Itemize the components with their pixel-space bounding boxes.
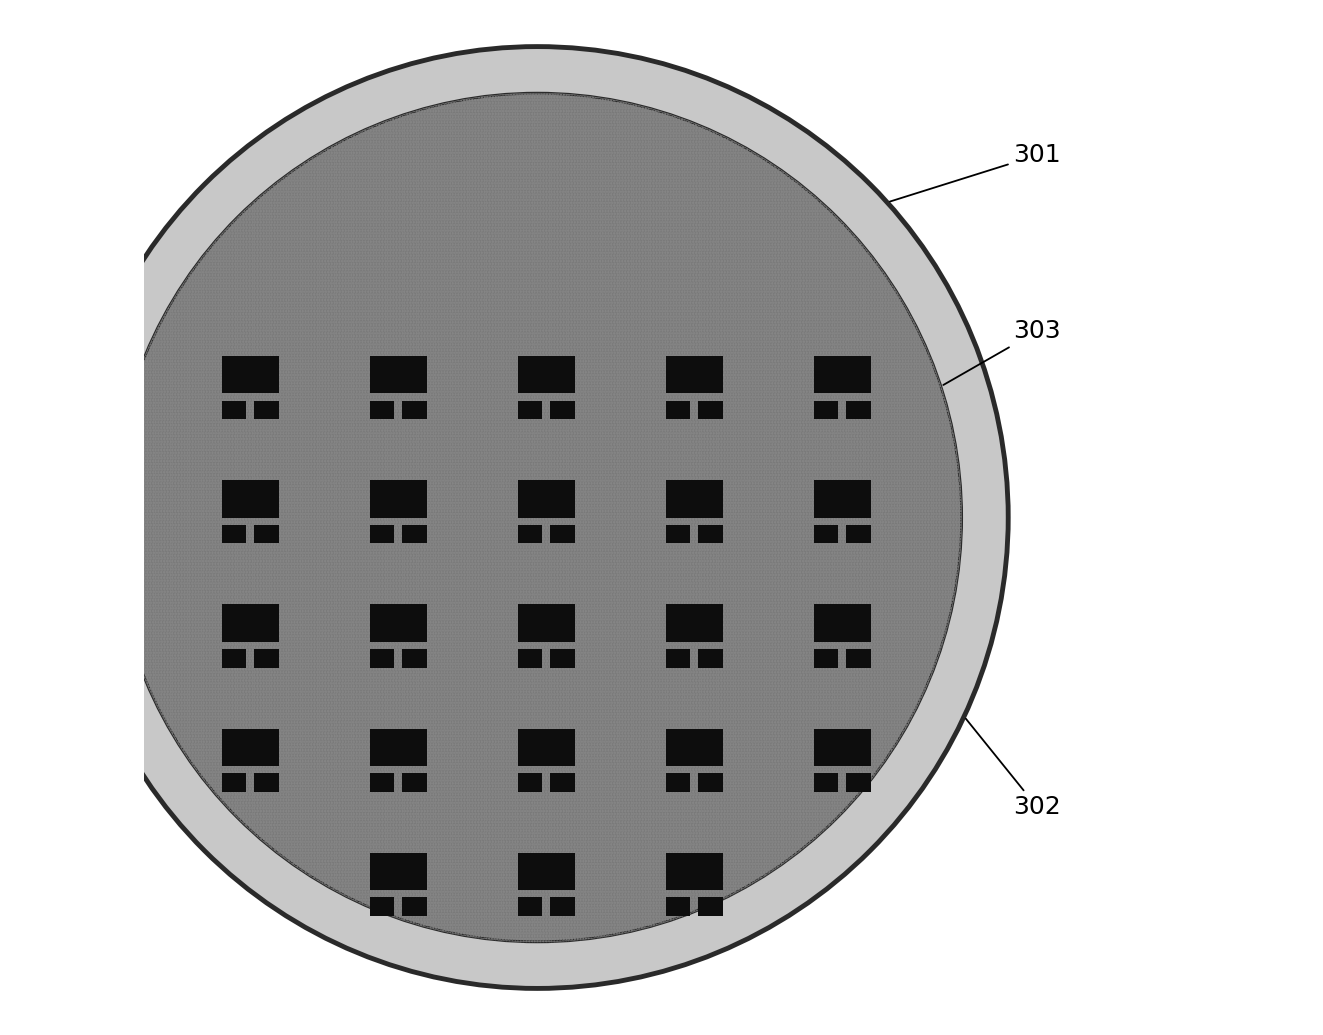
Bar <box>369 649 394 668</box>
Bar <box>665 897 691 916</box>
Bar <box>517 649 542 668</box>
Bar <box>517 853 574 890</box>
Bar <box>697 525 722 543</box>
Bar <box>665 525 691 543</box>
Bar <box>665 401 691 419</box>
Bar <box>550 401 574 419</box>
Bar <box>845 525 871 543</box>
Bar <box>665 729 722 766</box>
Bar <box>222 604 279 642</box>
Bar <box>222 356 279 393</box>
Bar <box>814 649 839 668</box>
Bar <box>665 649 691 668</box>
Bar <box>697 897 722 916</box>
Bar <box>697 649 722 668</box>
Bar <box>814 773 839 792</box>
Bar <box>517 480 574 518</box>
Bar <box>222 729 279 766</box>
Bar <box>517 356 574 393</box>
Bar <box>665 604 722 642</box>
Bar <box>369 773 394 792</box>
Bar <box>697 401 722 419</box>
Bar <box>369 853 426 890</box>
Bar <box>665 356 722 393</box>
Bar <box>550 897 574 916</box>
Bar <box>814 480 871 518</box>
Bar <box>517 525 542 543</box>
Circle shape <box>112 93 962 942</box>
Bar <box>814 525 839 543</box>
Bar <box>814 401 839 419</box>
Bar <box>402 897 426 916</box>
Bar <box>814 356 871 393</box>
Bar <box>550 525 574 543</box>
Bar <box>402 773 426 792</box>
Bar <box>402 649 426 668</box>
Bar <box>845 649 871 668</box>
Bar <box>550 649 574 668</box>
Bar <box>665 853 722 890</box>
Bar <box>697 773 722 792</box>
Bar <box>254 401 279 419</box>
Bar <box>369 525 394 543</box>
Bar <box>369 480 426 518</box>
Text: 302: 302 <box>966 718 1061 820</box>
Bar <box>402 525 426 543</box>
Bar <box>402 401 426 419</box>
Bar <box>517 897 542 916</box>
Bar <box>369 729 426 766</box>
Bar <box>814 729 871 766</box>
Circle shape <box>66 47 1008 988</box>
Bar <box>517 773 542 792</box>
Bar <box>254 773 279 792</box>
Bar <box>369 356 426 393</box>
Bar <box>369 604 426 642</box>
Bar <box>517 604 574 642</box>
Bar <box>517 401 542 419</box>
Bar <box>517 729 574 766</box>
Bar <box>369 897 394 916</box>
Bar <box>222 525 246 543</box>
Bar <box>254 525 279 543</box>
Bar <box>369 401 394 419</box>
Bar <box>254 649 279 668</box>
Bar <box>665 480 722 518</box>
Text: 303: 303 <box>943 319 1061 385</box>
Bar <box>550 773 574 792</box>
Bar <box>845 773 871 792</box>
Bar <box>222 401 246 419</box>
Bar <box>845 401 871 419</box>
Bar <box>222 773 246 792</box>
Bar <box>665 773 691 792</box>
Bar <box>222 480 279 518</box>
Bar <box>814 604 871 642</box>
Text: 301: 301 <box>890 143 1061 202</box>
Bar <box>222 649 246 668</box>
